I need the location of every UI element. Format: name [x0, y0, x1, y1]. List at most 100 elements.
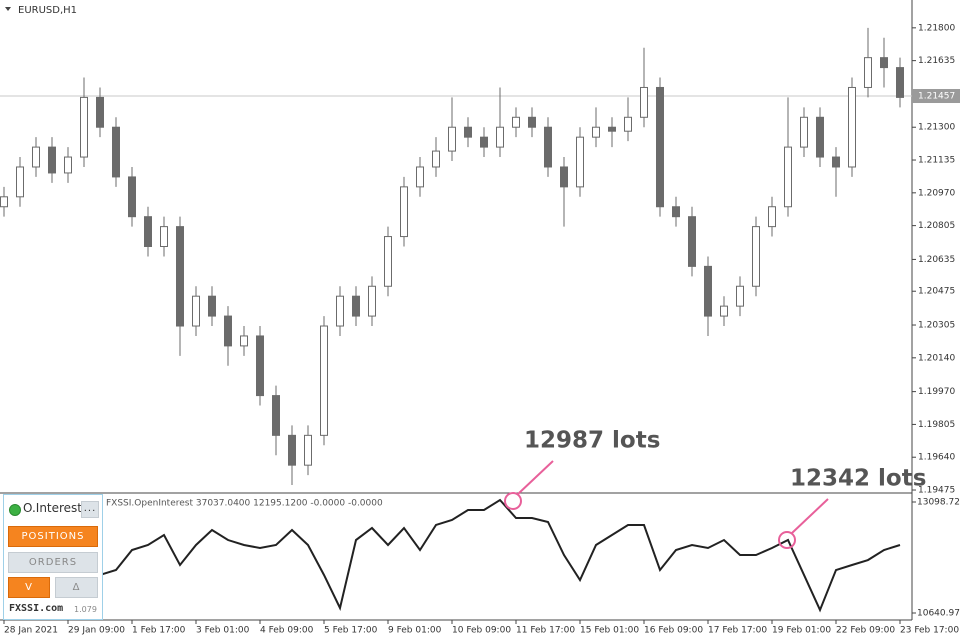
y-tick-label: 1.20305 [918, 321, 955, 331]
y-tick-label: 1.20805 [918, 221, 955, 231]
candle-body [400, 186, 408, 238]
candle-body [720, 305, 728, 317]
menu-arrow [5, 7, 11, 11]
candle-body [688, 216, 696, 267]
y-tick-label: 1.19805 [918, 420, 955, 430]
x-tick-label: 1 Feb 17:00 [132, 626, 186, 636]
x-tick-label: 10 Feb 09:00 [452, 626, 511, 636]
candle-body [464, 126, 472, 138]
candle-body [336, 295, 344, 327]
x-tick-label: 28 Jan 2021 [4, 626, 58, 636]
candle-body [768, 206, 776, 228]
candle-body [528, 116, 536, 128]
candle-body [448, 126, 456, 152]
delta-button[interactable]: Δ [55, 577, 98, 598]
x-tick-label: 9 Feb 01:00 [388, 626, 442, 636]
candle-body [624, 116, 632, 132]
candle-body [752, 226, 760, 287]
last-price-label: 1.21457 [918, 92, 955, 102]
x-tick-label: 19 Feb 01:00 [772, 626, 831, 636]
y-tick-label: 1.21635 [918, 56, 955, 66]
annotation-circle [778, 531, 796, 549]
candle-body [608, 126, 616, 132]
y-tick-label: 1.21800 [918, 23, 955, 33]
indicator-panel: O.Interest ... POSITIONS ORDERS V Δ FXSS… [3, 494, 103, 620]
candle-body [592, 126, 600, 138]
candle-body [224, 315, 232, 347]
y-tick-label: 1.19475 [918, 486, 955, 496]
candle-body [880, 57, 888, 69]
candle-body [864, 57, 872, 88]
x-tick-label: 3 Feb 01:00 [196, 626, 250, 636]
candle-body [160, 226, 168, 248]
candle-body [544, 126, 552, 168]
x-tick-label: 17 Feb 17:00 [708, 626, 767, 636]
y-tick-label: 1.19970 [918, 387, 955, 397]
candle-body [848, 86, 856, 168]
candle-body [640, 86, 648, 118]
brand: FXSSI.com [9, 603, 64, 614]
candle-body [208, 295, 216, 317]
candle-body [784, 146, 792, 208]
candle-body [368, 285, 376, 317]
annotation-pointer [791, 498, 829, 534]
candle-body [256, 335, 264, 397]
x-tick-label: 15 Feb 01:00 [580, 626, 639, 636]
y-tick-label: 1.21135 [918, 156, 955, 166]
y-tick-label: 1.20635 [918, 255, 955, 265]
candle-body [288, 434, 296, 466]
version: 1.079 [74, 605, 97, 614]
y-tick-label: 1.20140 [918, 353, 955, 363]
candle-body [0, 196, 8, 208]
candle-body [896, 67, 904, 98]
candle-body [16, 166, 24, 198]
candle-body [352, 295, 360, 317]
volume-button[interactable]: V [8, 577, 50, 598]
candle-body [48, 146, 56, 174]
candle-body [80, 96, 88, 158]
indicator-title: FXSSI.OpenInterest 37037.0400 12195.1200… [106, 499, 383, 509]
y-tick-label: 10640.974 [917, 609, 960, 619]
y-tick-label: 1.19640 [918, 453, 955, 463]
x-tick-label: 11 Feb 17:00 [516, 626, 575, 636]
x-tick-label: 29 Jan 09:00 [68, 626, 125, 636]
candle-body [96, 96, 104, 128]
candle-body [816, 116, 824, 158]
candle-body [64, 156, 72, 174]
menu-button[interactable]: ... [81, 501, 99, 518]
candle-body [304, 434, 312, 466]
candle-body [672, 206, 680, 218]
candle-body [384, 236, 392, 287]
x-tick-label: 5 Feb 17:00 [324, 626, 378, 636]
candle-body [272, 395, 280, 436]
candle-body [320, 325, 328, 436]
y-tick-label: 13098.726 [917, 498, 960, 508]
status-dot [9, 504, 21, 516]
candle-body [560, 166, 568, 188]
panel-title: O.Interest [23, 501, 83, 515]
candle-body [112, 126, 120, 178]
annotation: 12987 lots [524, 428, 660, 454]
y-tick-label: 1.20970 [918, 188, 955, 198]
candle-body [416, 166, 424, 188]
candle-body [832, 156, 840, 168]
orders-button[interactable]: ORDERS [8, 552, 98, 573]
last-price-box [912, 89, 960, 104]
y-tick-label: 1.21300 [918, 123, 955, 133]
candle-body [176, 226, 184, 327]
candle-body [704, 265, 712, 317]
candle-body [144, 216, 152, 248]
x-tick-label: 22 Feb 09:00 [836, 626, 895, 636]
y-tick-label: 1.20475 [918, 287, 955, 297]
candle-body [496, 126, 504, 148]
candle-body [576, 136, 584, 188]
x-tick-label: 23 Feb 17:00 [900, 626, 959, 636]
candle-body [432, 150, 440, 168]
candle-body [32, 146, 40, 168]
annotation-circle [504, 492, 522, 510]
candle-body [512, 116, 520, 128]
positions-button[interactable]: POSITIONS [8, 526, 98, 547]
candle-body [128, 176, 136, 218]
